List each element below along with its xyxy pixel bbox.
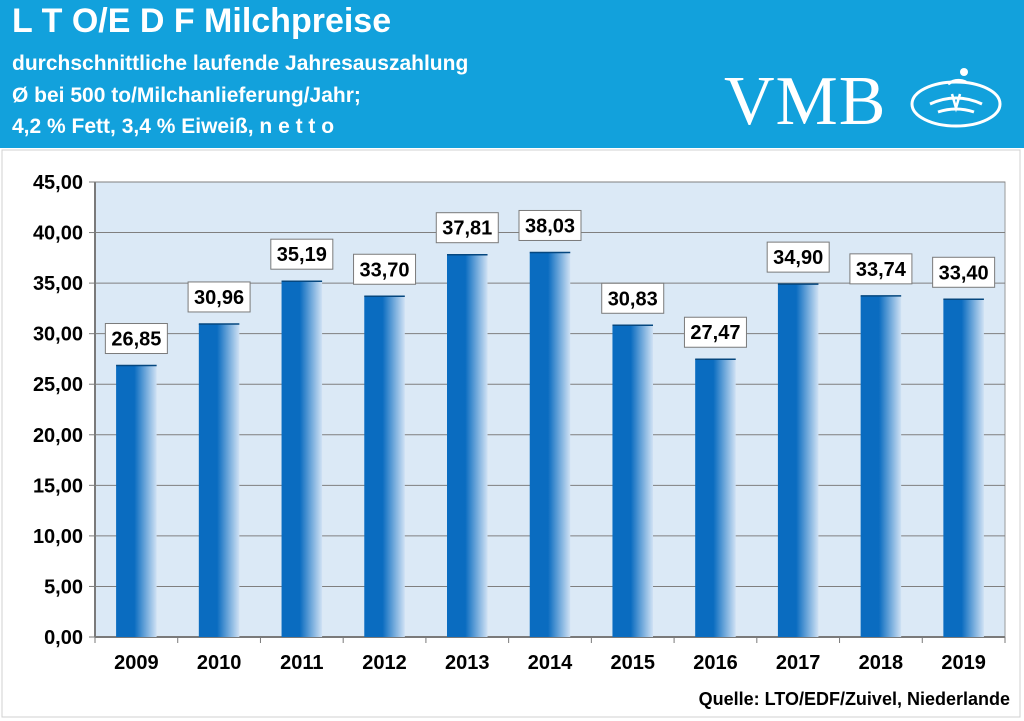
chart-title: L T O/E D F Milchpreise xyxy=(12,2,392,40)
data-label-box xyxy=(104,323,168,355)
header-banner: L T O/E D F Milchpreise durchschnittlich… xyxy=(0,0,1024,148)
bar-chart: 0,00 5,00 10,00 15,00 20,00 25,00 30,00 35,00 40… xyxy=(1,149,1021,718)
data-label: 37,81 xyxy=(442,218,492,240)
x-tick-label: 2015 xyxy=(610,652,655,674)
bar xyxy=(695,359,736,637)
y-tick-label: 15,00 xyxy=(33,475,83,497)
x-tick-label: 2012 xyxy=(362,652,407,674)
data-label-box xyxy=(601,282,665,314)
data-label: 30,83 xyxy=(608,288,658,310)
data-label: 34,90 xyxy=(773,247,823,269)
y-tick-label: 5,00 xyxy=(44,576,83,598)
data-label-box xyxy=(932,256,996,288)
data-label-box xyxy=(683,316,747,348)
y-tick-label: 30,00 xyxy=(33,324,83,346)
y-tick-label: 45,00 xyxy=(33,172,83,194)
y-tick-label: 25,00 xyxy=(33,374,83,396)
bar xyxy=(860,295,902,637)
data-label: 33,40 xyxy=(939,262,989,284)
data-label: 33,70 xyxy=(360,259,410,281)
x-tick-label: 2014 xyxy=(528,652,573,674)
x-tick-label: 2009 xyxy=(114,652,159,674)
source-note: Quelle: LTO/EDF/Zuivel, Niederlande xyxy=(698,689,1010,709)
bar xyxy=(447,254,488,637)
y-tick-label: 0,00 xyxy=(44,627,83,649)
data-label-box xyxy=(518,209,582,241)
bar xyxy=(612,325,653,637)
data-label: 38,03 xyxy=(525,215,575,237)
data-label-box xyxy=(766,241,830,273)
data-label: 33,74 xyxy=(856,259,907,281)
x-tick-label: 2018 xyxy=(859,652,904,674)
data-label-box xyxy=(187,281,251,313)
subtitle-line-1: durchschnittliche laufende Jahresauszahl… xyxy=(12,52,469,75)
bar xyxy=(529,252,571,638)
y-tick-label: 20,00 xyxy=(33,425,83,447)
subtitle-line-2: Ø bei 500 to/Milchanlieferung/Jahr; xyxy=(12,84,361,107)
bar xyxy=(777,284,819,637)
x-tick-label: 2013 xyxy=(445,652,490,674)
x-tick-label: 2017 xyxy=(776,652,821,674)
logo-text: VMB xyxy=(724,63,887,140)
bar xyxy=(198,323,240,637)
y-tick-label: 40,00 xyxy=(33,223,83,245)
logo-emblem-icon xyxy=(910,68,1002,128)
data-label: 30,96 xyxy=(194,287,244,309)
x-tick-label: 2011 xyxy=(280,652,323,674)
data-label: 27,47 xyxy=(690,322,740,344)
x-tick-label: 2016 xyxy=(693,652,738,674)
y-tick-label: 10,00 xyxy=(33,526,83,548)
x-tick-label: 2019 xyxy=(941,652,986,674)
vmb-logo: VMB xyxy=(718,62,1018,142)
data-label-box xyxy=(353,253,417,285)
bar xyxy=(364,296,405,637)
y-tick-label: 35,00 xyxy=(33,273,83,295)
subtitle-line-3: 4,2 % Fett, 3,4 % Eiweiß, n e t t o xyxy=(12,115,335,138)
data-label-box xyxy=(270,238,334,270)
data-label: 26,85 xyxy=(111,329,161,351)
bar xyxy=(281,281,323,637)
bar xyxy=(943,299,984,637)
data-label: 35,19 xyxy=(277,244,327,266)
bar xyxy=(116,365,157,637)
data-label-box xyxy=(435,212,499,244)
data-label-box xyxy=(849,253,913,285)
x-tick-label: 2010 xyxy=(197,652,242,674)
